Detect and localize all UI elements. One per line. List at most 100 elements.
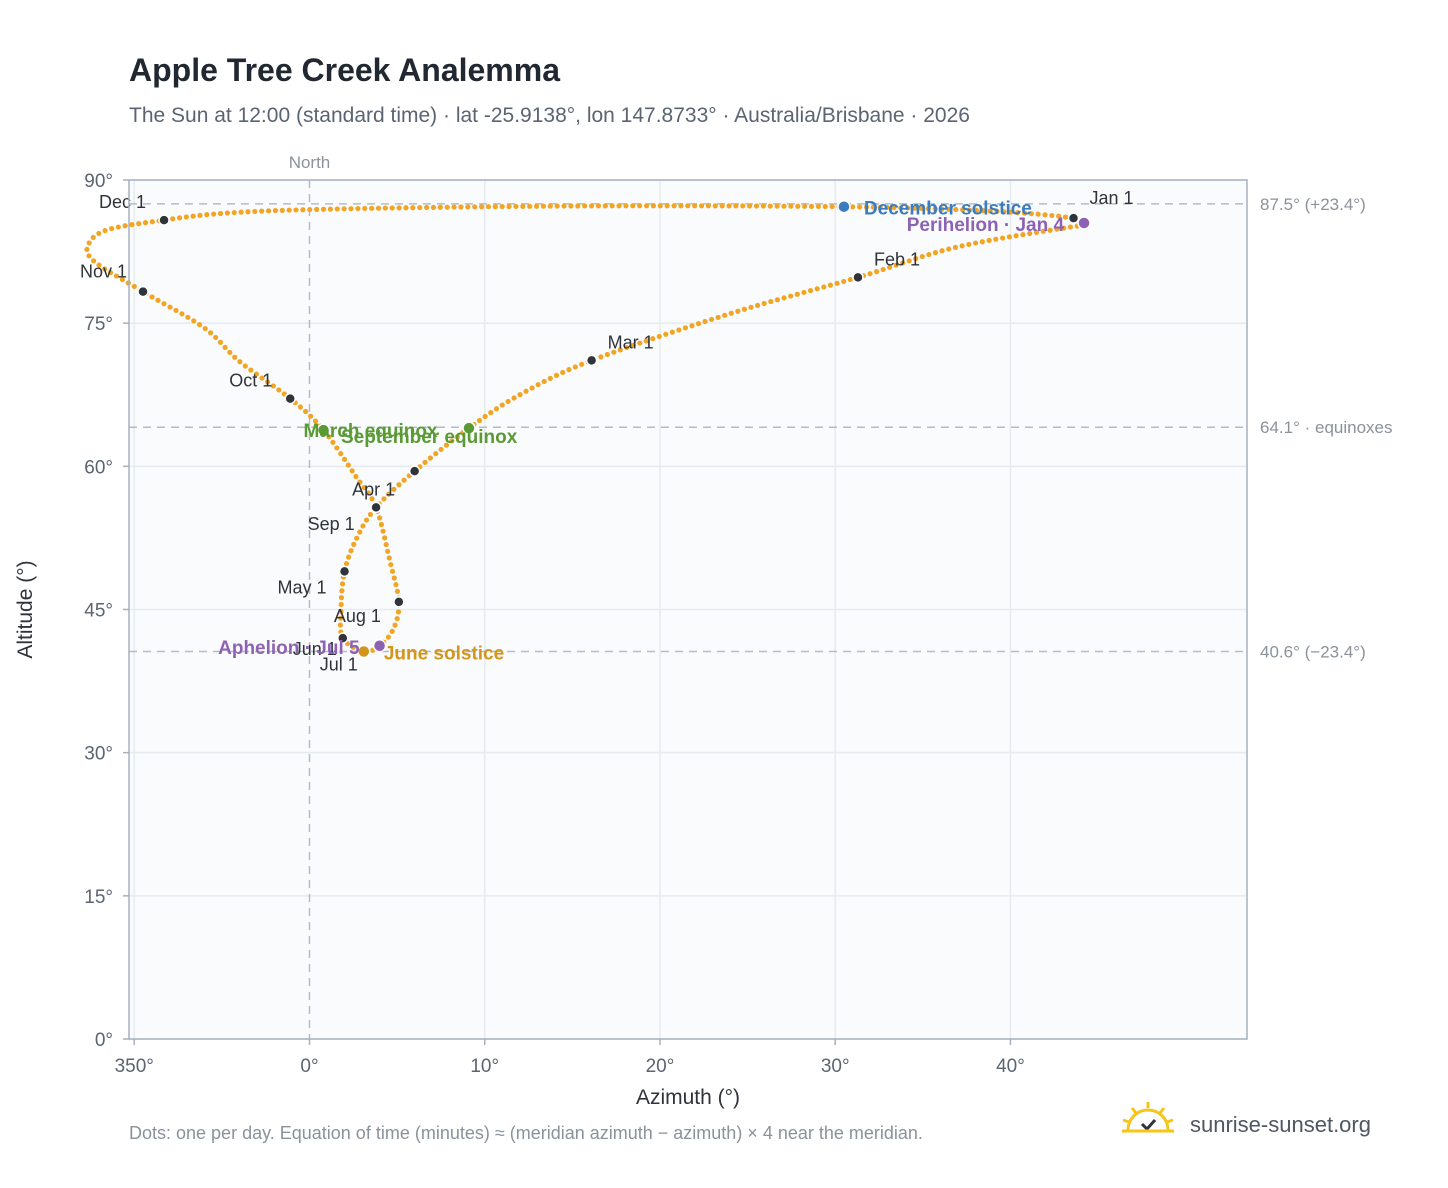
daily-dot: [561, 203, 567, 209]
daily-dot: [760, 203, 766, 209]
daily-dot: [300, 207, 306, 213]
daily-dot: [919, 253, 925, 260]
brand-name: sunrise-sunset.org: [1190, 1112, 1371, 1137]
daily-dot: [345, 554, 352, 560]
daily-dot: [237, 359, 243, 365]
daily-dot: [272, 207, 279, 214]
month-dot: [408, 465, 421, 477]
daily-dot: [308, 413, 314, 419]
daily-dot: [748, 304, 754, 310]
daily-dot: [1042, 212, 1048, 218]
daily-dot: [217, 339, 224, 345]
chart-title: Apple Tree Creek Analemma: [129, 52, 560, 88]
daily-dot: [433, 451, 439, 457]
daily-dot: [794, 291, 800, 297]
daily-dot: [307, 206, 313, 213]
daily-dot: [115, 224, 121, 230]
daily-dot: [320, 206, 327, 212]
daily-dot: [689, 323, 695, 329]
daily-dot: [196, 322, 203, 328]
daily-dot: [354, 535, 360, 541]
daily-dot: [795, 203, 801, 209]
daily-dot: [136, 221, 142, 227]
daily-dot: [715, 314, 721, 320]
daily-dot: [887, 264, 893, 270]
daily-dot: [857, 204, 863, 210]
daily-dot: [579, 361, 585, 367]
daily-dot: [478, 204, 485, 210]
month-label: Jul 1: [320, 654, 358, 674]
daily-dot: [369, 205, 375, 211]
month-label: Aug 1: [334, 606, 381, 626]
event-dot: [316, 423, 331, 437]
daily-dot: [149, 219, 155, 225]
daily-dot: [932, 206, 938, 212]
daily-dot: [339, 581, 346, 587]
daily-dot: [207, 330, 214, 336]
y-tick-label: 15°: [84, 887, 113, 908]
brand-logo[interactable]: sunrise-sunset.org: [1120, 1100, 1400, 1150]
daily-dot: [339, 588, 345, 594]
daily-dot: [979, 239, 985, 245]
daily-dot: [702, 318, 708, 325]
daily-dot: [338, 595, 345, 601]
daily-dot: [202, 325, 208, 332]
daily-dot: [847, 276, 853, 283]
daily-dot: [465, 204, 471, 210]
reference-line-label: 64.1° · equinoxes: [1260, 418, 1393, 437]
daily-dot: [443, 442, 450, 448]
x-tick-label: 0°: [300, 1056, 318, 1077]
daily-dot: [781, 295, 787, 301]
daily-dot: [616, 203, 622, 209]
month-label: Jun 1: [293, 639, 337, 659]
daily-dot: [211, 211, 217, 217]
daily-dot: [517, 392, 523, 398]
daily-dot: [330, 439, 336, 445]
daily-dot: [96, 230, 102, 237]
daily-dot: [102, 228, 108, 234]
daily-dot: [604, 351, 610, 358]
daily-dot: [472, 204, 478, 210]
daily-dot: [493, 406, 500, 412]
daily-dot: [1027, 230, 1033, 237]
daily-dot: [84, 246, 90, 252]
daily-dot: [827, 282, 834, 288]
daily-dot: [248, 367, 254, 373]
daily-dot: [383, 541, 389, 548]
event-label: September equinox: [341, 427, 518, 448]
daily-dot: [554, 203, 560, 209]
daily-dot: [553, 372, 560, 378]
reference-lines: North 87.5° (+23.4°) 64.1° · equinoxes 40.6…: [129, 153, 1393, 1039]
daily-dot: [863, 204, 870, 210]
daily-dot: [788, 203, 794, 209]
daily-dot: [529, 385, 535, 391]
daily-dot: [829, 203, 835, 210]
y-tick-label: 60°: [84, 457, 113, 478]
x-axis-label: Azimuth (°): [636, 1086, 740, 1109]
daily-dot: [155, 297, 161, 303]
daily-dot: [726, 203, 732, 209]
daily-dot: [767, 203, 773, 209]
daily-dot: [588, 203, 595, 209]
daily-dot: [708, 316, 715, 323]
daily-dot: [874, 269, 880, 275]
daily-dot: [351, 541, 357, 548]
daily-dot: [417, 204, 423, 211]
daily-dot: [560, 369, 566, 376]
daily-dot: [499, 402, 505, 408]
daily-dot: [834, 280, 840, 286]
daily-dot: [698, 203, 705, 209]
daily-dot: [572, 364, 578, 370]
daily-dot: [96, 262, 102, 268]
daily-dot: [227, 349, 233, 356]
daily-dot: [449, 438, 455, 444]
daily-dot: [270, 383, 276, 389]
daily-dot: [815, 203, 821, 210]
daily-dot: [427, 455, 433, 461]
month-dot: [284, 392, 296, 405]
daily-dot: [595, 203, 602, 209]
daily-dot: [754, 302, 761, 308]
daily-dot: [513, 203, 519, 210]
daily-dot: [170, 216, 176, 222]
daily-dot: [353, 473, 359, 480]
